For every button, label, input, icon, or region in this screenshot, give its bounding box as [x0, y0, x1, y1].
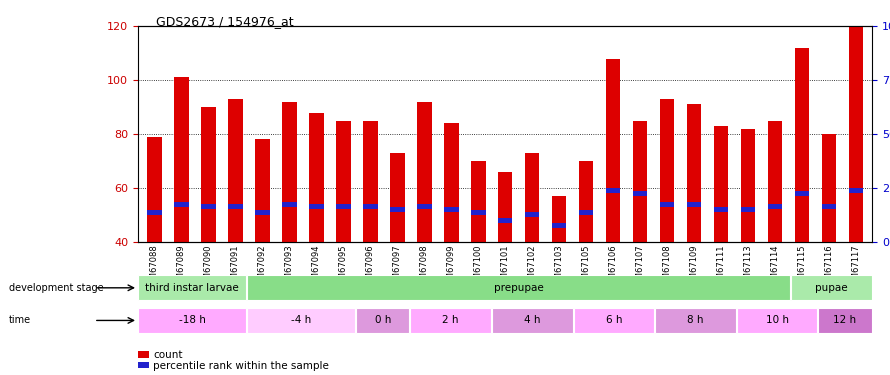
Text: GDS2673 / 154976_at: GDS2673 / 154976_at: [156, 15, 294, 28]
Bar: [356, 308, 409, 333]
Bar: [174, 78, 189, 242]
Bar: [139, 275, 247, 300]
Text: pupae: pupae: [815, 283, 847, 293]
Bar: [605, 188, 620, 193]
Bar: [282, 102, 296, 242]
Bar: [498, 218, 513, 223]
Bar: [605, 58, 620, 242]
Bar: [791, 275, 871, 300]
Text: 4 h: 4 h: [524, 315, 540, 326]
Bar: [309, 204, 324, 209]
Bar: [655, 308, 736, 333]
Text: count: count: [153, 351, 182, 360]
Text: prepupae: prepupae: [494, 283, 544, 293]
Bar: [659, 202, 675, 207]
Text: 8 h: 8 h: [687, 315, 704, 326]
Bar: [686, 202, 701, 207]
Bar: [633, 121, 647, 242]
Bar: [714, 207, 728, 212]
Bar: [574, 308, 654, 333]
Bar: [740, 129, 756, 242]
Bar: [139, 308, 247, 333]
Bar: [390, 207, 405, 212]
Text: 2 h: 2 h: [442, 315, 459, 326]
Bar: [578, 210, 594, 214]
Bar: [740, 207, 756, 212]
Text: development stage: development stage: [9, 283, 103, 293]
Bar: [443, 123, 458, 242]
Bar: [767, 121, 782, 242]
Bar: [524, 153, 539, 242]
Text: 12 h: 12 h: [833, 315, 856, 326]
Bar: [228, 204, 243, 209]
Bar: [228, 99, 243, 242]
Bar: [659, 99, 675, 242]
Bar: [247, 308, 355, 333]
Bar: [737, 308, 817, 333]
Bar: [552, 196, 567, 242]
Bar: [174, 202, 189, 207]
Text: time: time: [9, 315, 31, 326]
Bar: [686, 104, 701, 242]
Text: 10 h: 10 h: [765, 315, 789, 326]
Bar: [795, 48, 809, 242]
Bar: [848, 188, 863, 193]
Bar: [247, 275, 790, 300]
Bar: [578, 161, 594, 242]
Text: 6 h: 6 h: [605, 315, 622, 326]
Bar: [255, 210, 270, 214]
Bar: [767, 204, 782, 209]
Bar: [819, 308, 871, 333]
Bar: [633, 191, 647, 196]
Bar: [524, 213, 539, 217]
Bar: [309, 112, 324, 242]
Bar: [821, 204, 837, 209]
Bar: [390, 153, 405, 242]
Bar: [443, 207, 458, 212]
Bar: [201, 204, 215, 209]
Bar: [417, 204, 432, 209]
Bar: [282, 202, 296, 207]
Bar: [147, 210, 162, 214]
Bar: [201, 107, 215, 242]
Bar: [795, 191, 809, 196]
Bar: [336, 121, 351, 242]
Bar: [255, 140, 270, 242]
Bar: [714, 126, 728, 242]
Bar: [821, 134, 837, 242]
Bar: [552, 223, 567, 228]
Bar: [363, 204, 377, 209]
Bar: [410, 308, 491, 333]
Bar: [471, 210, 486, 214]
Bar: [363, 121, 377, 242]
Text: -4 h: -4 h: [291, 315, 312, 326]
Bar: [147, 137, 162, 242]
Bar: [471, 161, 486, 242]
Text: 0 h: 0 h: [375, 315, 391, 326]
Bar: [492, 308, 572, 333]
Bar: [417, 102, 432, 242]
Text: percentile rank within the sample: percentile rank within the sample: [153, 361, 329, 370]
Bar: [498, 172, 513, 242]
Bar: [336, 204, 351, 209]
Text: third instar larvae: third instar larvae: [145, 283, 239, 293]
Text: -18 h: -18 h: [179, 315, 206, 326]
Bar: [848, 26, 863, 242]
